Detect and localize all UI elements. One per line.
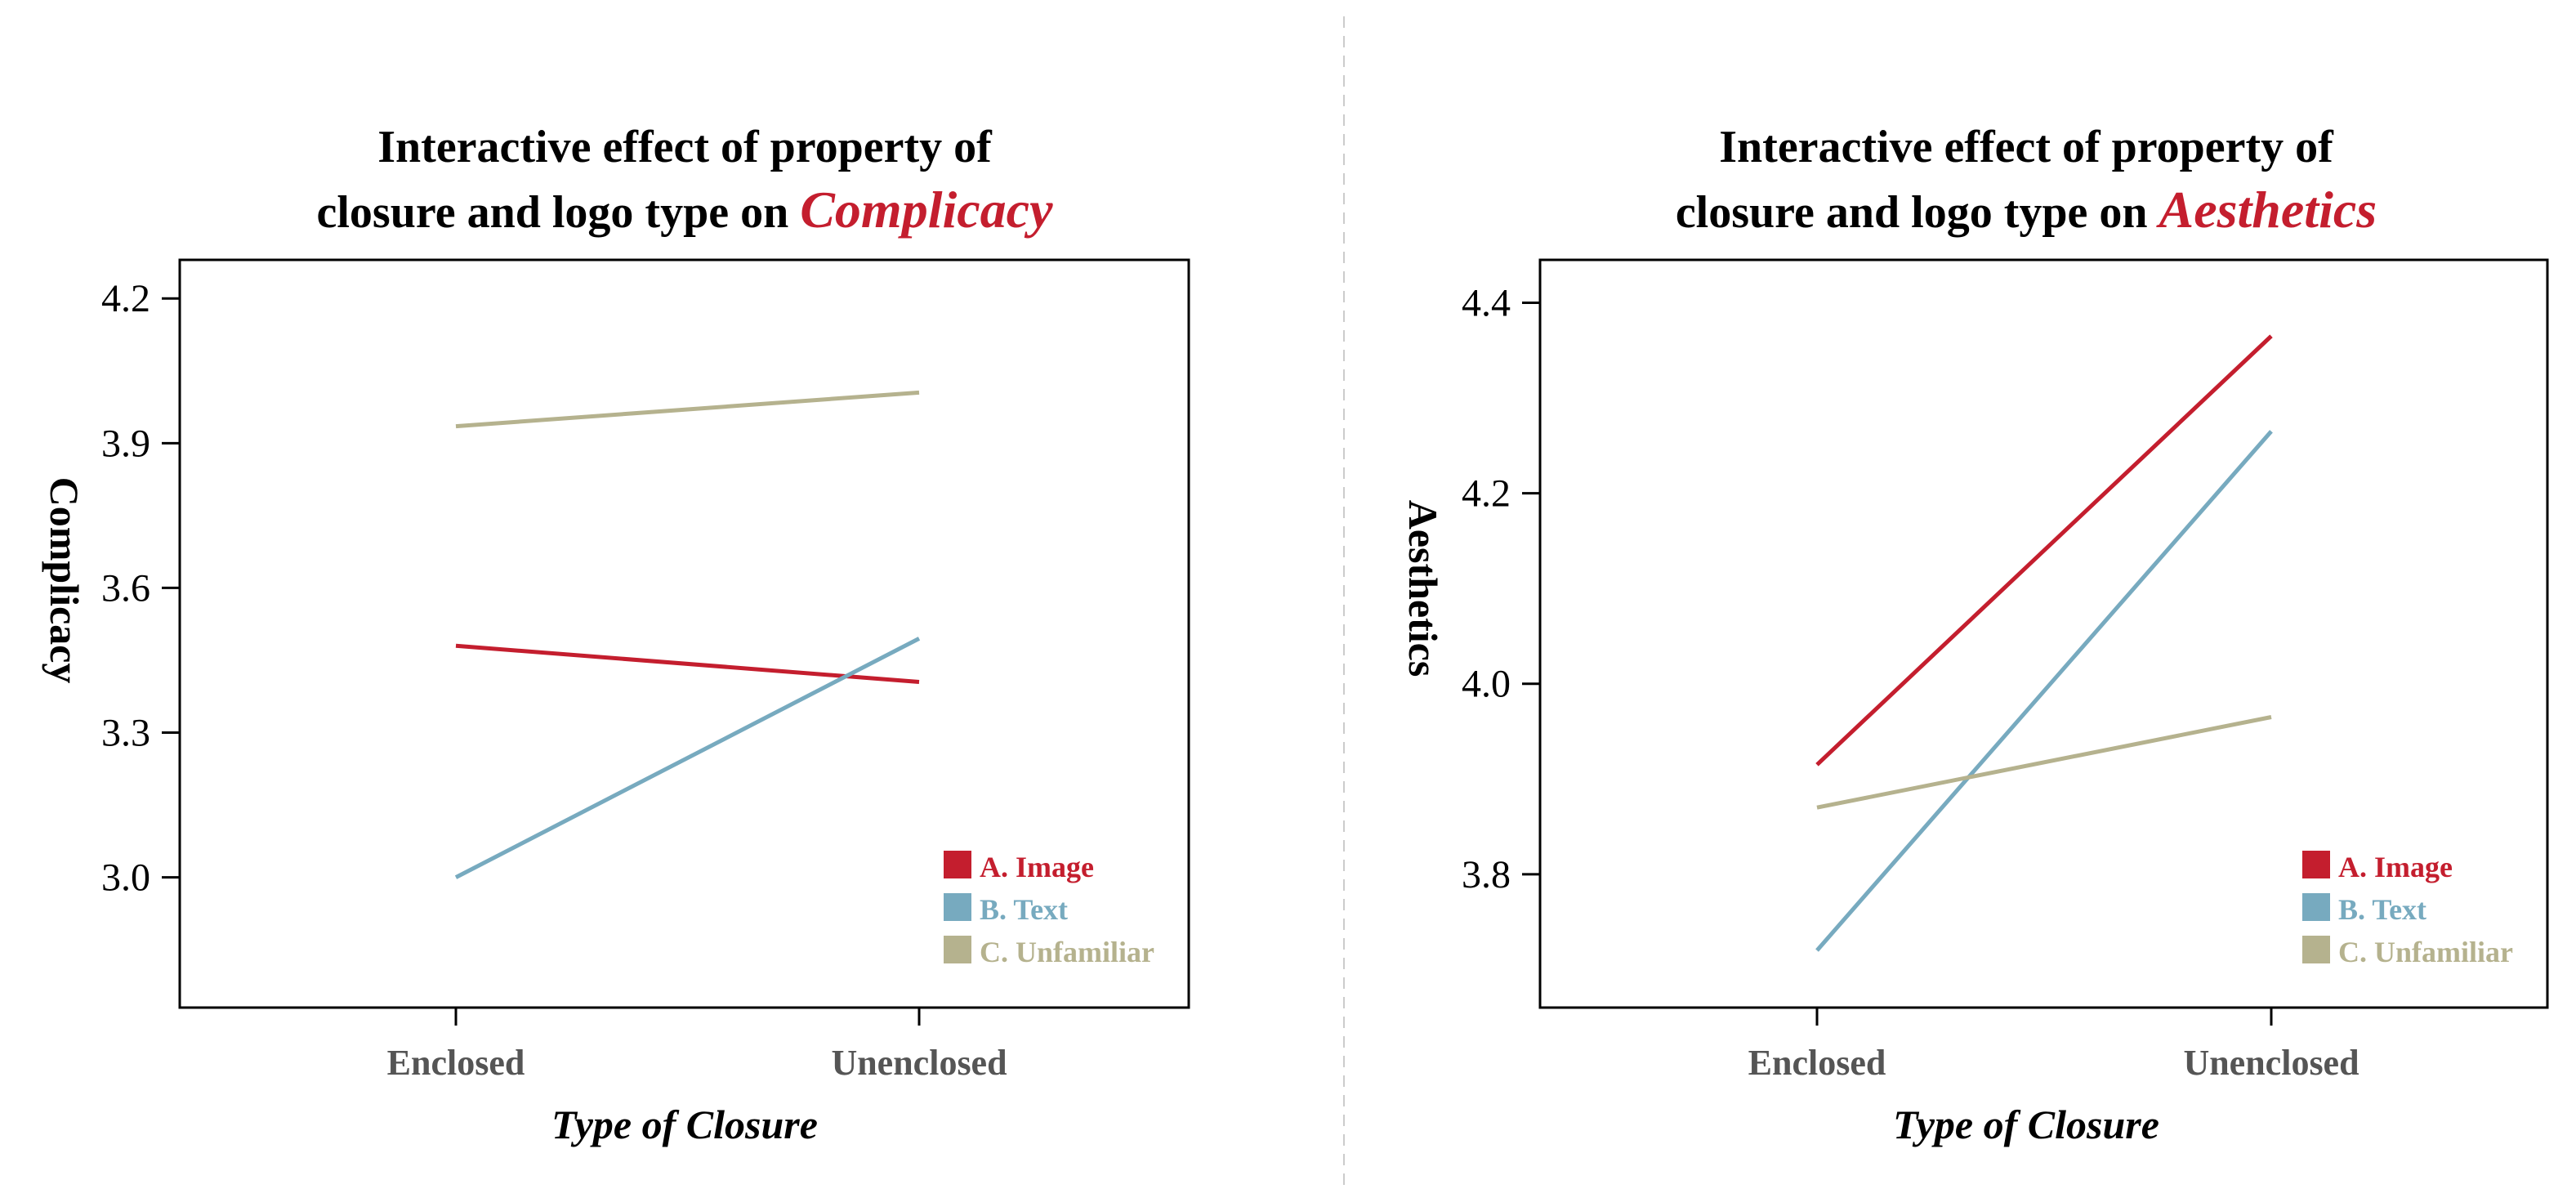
- series-line-c: [1816, 715, 2272, 810]
- chart-title-accent: Aesthetics: [2156, 181, 2377, 239]
- legend-label-b: B. Text: [980, 893, 1068, 926]
- y-tick-label: 3.3: [101, 712, 150, 755]
- y-tick-label: 3.8: [1462, 853, 1511, 896]
- chart-panel-1: Interactive effect of property of closure…: [42, 122, 1190, 1147]
- legend-swatch-c: [944, 936, 971, 963]
- x-axis-label: Type of Closure: [551, 1102, 818, 1147]
- x-category-label: Unenclosed: [831, 1043, 1007, 1083]
- y-tick-label: 3.0: [101, 856, 150, 900]
- chart-title-accent: Complicacy: [800, 181, 1053, 239]
- legend-swatch-c: [2302, 936, 2330, 963]
- x-category-label: Enclosed: [387, 1043, 525, 1083]
- y-tick-label: 4.4: [1462, 281, 1511, 324]
- legend-swatch-b: [944, 893, 971, 921]
- x-category-label: Unenclosed: [2183, 1043, 2359, 1083]
- x-category-label: Enclosed: [1748, 1043, 1886, 1083]
- y-tick-label: 3.9: [101, 422, 150, 465]
- chart-title-prefix: closure and logo type on: [317, 187, 801, 238]
- x-axis-label: Type of Closure: [1893, 1102, 2159, 1147]
- legend-swatch-a: [944, 851, 971, 878]
- series-line-b: [454, 637, 921, 879]
- legend-swatch-b: [2302, 893, 2330, 921]
- legend-swatch-a: [2302, 851, 2330, 878]
- y-tick-label: 4.0: [1462, 663, 1511, 706]
- y-axis-label: Complicacy: [42, 477, 87, 684]
- legend-label-a: A. Image: [2338, 851, 2453, 883]
- plot-frame: [178, 258, 1190, 1009]
- series-line-a: [1815, 334, 2273, 767]
- legend-label-c: C. Unfamiliar: [980, 936, 1154, 968]
- chart-title-prefix: closure and logo type on: [1676, 187, 2159, 238]
- legend-label-b: B. Text: [2338, 893, 2426, 926]
- series-line-b: [1815, 430, 2273, 952]
- chart-title-line2: closure and logo type on Complicacy: [317, 181, 1054, 239]
- series-line-c: [455, 390, 920, 429]
- y-tick-label: 3.6: [101, 566, 150, 610]
- chart-title-line1: Interactive effect of property of: [1719, 122, 2334, 172]
- chart-title-line1: Interactive effect of property of: [377, 122, 993, 172]
- chart-panel-2: Interactive effect of property of closure…: [1400, 122, 2549, 1147]
- y-axis-label: Aesthetics: [1400, 500, 1446, 677]
- chart-title-line2: closure and logo type on Aesthetics: [1676, 181, 2377, 239]
- plot-frame: [1538, 258, 2549, 1009]
- legend-label-c: C. Unfamiliar: [2338, 936, 2513, 968]
- y-tick-label: 4.2: [1462, 472, 1511, 516]
- legend-label-a: A. Image: [980, 851, 1094, 883]
- series-line-a: [455, 643, 920, 685]
- y-tick-label: 4.2: [101, 277, 150, 320]
